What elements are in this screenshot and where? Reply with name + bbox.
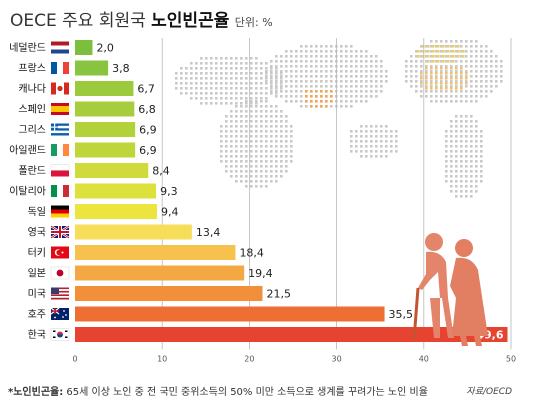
bar [75, 122, 136, 137]
title-prefix: OECE 주요 회원국 [10, 11, 146, 31]
bar [75, 142, 136, 158]
netherlands-flag-icon [51, 41, 69, 54]
bar [75, 265, 245, 281]
footnote-term: *노인빈곤율: [8, 387, 64, 398]
category-label: 프랑스 [18, 63, 46, 75]
bar [75, 60, 109, 76]
category-label: 그리스 [18, 124, 46, 136]
value-label: 9,4 [161, 206, 179, 219]
category-label: 터키 [28, 247, 46, 259]
category-label: 호주 [28, 309, 46, 321]
turkey-flag-icon [51, 246, 69, 259]
italy-flag-icon [51, 185, 69, 197]
value-label: 35,5 [389, 308, 414, 321]
chart-grid: 0 10 20 30 40 50 [72, 38, 516, 364]
x-tick-label: 0 [72, 355, 77, 364]
category-label: 한국 [28, 329, 46, 341]
category-label: 미국 [28, 288, 46, 300]
usa-flag-icon [51, 287, 69, 300]
bar [75, 306, 385, 322]
value-label: 13,4 [196, 226, 221, 239]
source-label: 자료/OECD [466, 387, 512, 397]
category-label: 일본 [28, 268, 46, 280]
value-label: 2,0 [96, 42, 114, 55]
footnote-text: 65세 이상 노인 중 전 국민 중위소득의 50% 미만 소득으로 생계를 꾸… [66, 387, 428, 398]
category-label: 독일 [28, 206, 46, 218]
value-label: 18,4 [239, 247, 264, 260]
unit-label: 단위: % [234, 16, 273, 29]
bar [75, 245, 236, 260]
value-label: 6,9 [139, 144, 157, 157]
chart-bars: 네덜란드 2,0 프랑스 3,8 캐나다 6,7 스페인 6,8 그리스 6,9 아일랜드 6,9 폴란… [9, 40, 508, 342]
germany-flag-icon [51, 205, 69, 218]
footnote: *노인빈곤율: 65세 이상 노인 중 전 국민 중위소득의 50% 미만 소득… [8, 383, 428, 398]
value-label: 6,8 [138, 103, 156, 116]
category-label: 스페인 [18, 104, 46, 116]
bar [75, 224, 192, 240]
value-label: 21,5 [266, 288, 291, 301]
korea-flag-icon [50, 328, 70, 341]
value-label: 3,8 [112, 62, 130, 75]
category-label: 캐나다 [18, 83, 46, 95]
spain-flag-icon [51, 103, 69, 115]
bar [75, 204, 157, 219]
poland-flag-icon [50, 164, 70, 177]
japan-flag-icon [50, 266, 70, 280]
elderly-couple-illustration [412, 233, 488, 346]
bar [75, 81, 134, 96]
chart-title: OECE 주요 회원국 노인빈곤율 단위: % [10, 6, 273, 31]
category-label: 네덜란드 [9, 42, 46, 54]
uk-flag-icon [50, 225, 70, 239]
world-map-background [175, 40, 503, 198]
ireland-flag-icon [51, 144, 69, 156]
category-label: 이탈리아 [9, 185, 46, 198]
bar-chart: 0 10 20 30 40 50 네덜란드 2,0 프랑스 3,8 캐나다 6,7 스페인 6,8 그리스… [9, 38, 516, 364]
value-label: 19,4 [248, 267, 273, 280]
value-label: 6,7 [137, 83, 155, 96]
bar [75, 40, 93, 55]
bar [75, 327, 508, 342]
bar [75, 183, 157, 199]
category-label: 아일랜드 [9, 145, 46, 157]
title-main: 노인빈곤율 [151, 11, 230, 31]
x-tick-label: 10 [157, 355, 167, 364]
bar [75, 163, 149, 178]
value-label: 9,3 [160, 185, 178, 198]
category-label: 영국 [28, 227, 46, 239]
bar [75, 101, 135, 117]
value-label: 8,4 [152, 165, 170, 178]
bar [75, 286, 263, 301]
australia-flag-icon [50, 307, 69, 320]
category-label: 폴란드 [18, 165, 46, 177]
x-tick-label: 20 [244, 355, 254, 364]
france-flag-icon [51, 62, 69, 74]
x-tick-label: 30 [332, 355, 342, 364]
value-label: 6,9 [139, 124, 157, 137]
canada-flag-icon [51, 82, 69, 95]
x-tick-label: 50 [506, 355, 516, 364]
x-tick-label: 40 [419, 355, 429, 364]
greece-flag-icon [51, 123, 69, 136]
